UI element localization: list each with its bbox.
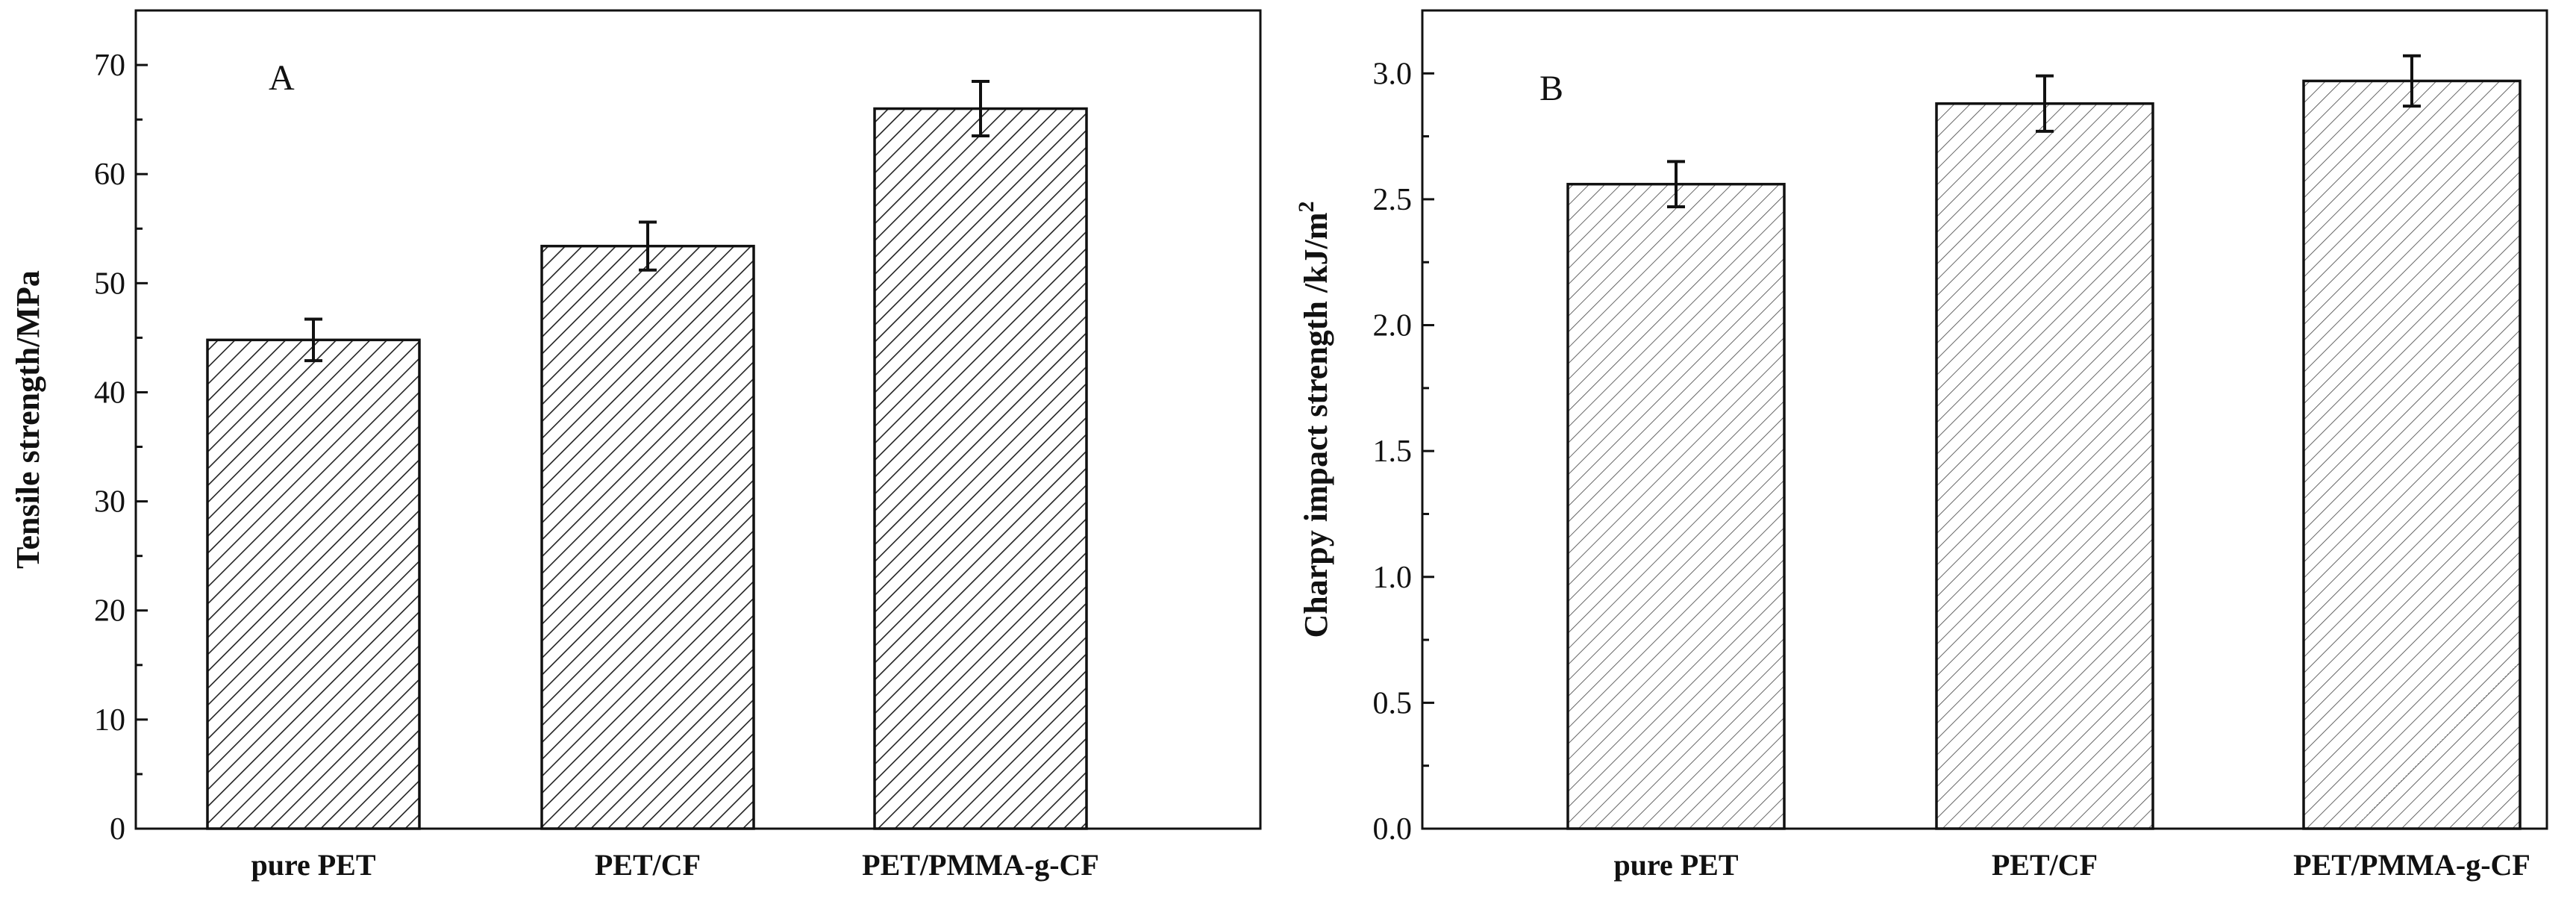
panel-a-y-axis-title: Tensile strength/MPa xyxy=(10,270,46,569)
panel-a-y-tick-label: 30 xyxy=(94,485,125,520)
panel-a-y-tick-label: 20 xyxy=(94,594,125,629)
panel-b-bar xyxy=(1935,102,2154,830)
panel-b-error-bars xyxy=(1667,54,2421,209)
panel-a-error-bars xyxy=(304,79,990,363)
panel-b-bar xyxy=(2302,79,2522,830)
panel-b-bar xyxy=(1566,182,1786,830)
panel-a-label: A xyxy=(269,58,295,98)
panel-a-y-tick-label: 10 xyxy=(94,703,125,738)
panel-a-error-bar xyxy=(304,317,322,363)
panel-b-y-tick-label: 0.0 xyxy=(1373,812,1413,847)
panel-a-x-axis-labels: pure PET PET/CF PET/PMMA-g-CF xyxy=(251,848,1098,882)
panel-a-y-tick-label: 40 xyxy=(94,376,125,410)
panel-b-error-bar xyxy=(2036,74,2054,133)
panel-a-y-tick-label: 50 xyxy=(94,267,125,301)
panel-b-y-axis-title: Charpy impact strength /kJ/m2 xyxy=(1294,202,1334,638)
panel-a-bar xyxy=(873,107,1088,830)
panel-b-error-bar xyxy=(1667,160,1685,209)
panel-b-label: B xyxy=(1539,69,1563,108)
panel-a-y-axis-ticks: 0 10 20 30 40 50 60 70 xyxy=(94,49,148,847)
panel-b-y-tick-label: 1.5 xyxy=(1373,434,1413,469)
panel-a-error-bar xyxy=(972,79,990,138)
panel-b-error-bar xyxy=(2403,54,2421,108)
panel-a-error-bar xyxy=(639,220,657,272)
panel-b-y-axis-ticks: 0.0 0.5 1.0 1.5 2.0 2.5 3.0 xyxy=(1373,57,1434,847)
panel-b-category-label: PET/CF xyxy=(1992,848,2098,882)
panel-a-category-label: pure PET xyxy=(251,848,375,882)
panel-b-y-tick-label: 2.0 xyxy=(1373,309,1413,343)
panel-b-y-tick-label: 1.0 xyxy=(1373,561,1413,595)
panel-b-y-tick-label: 3.0 xyxy=(1373,57,1413,91)
panel-a-bar xyxy=(206,338,421,830)
panel-a-y-tick-label: 70 xyxy=(94,49,125,83)
panel-b-x-axis-labels: pure PET PET/CF PET/PMMA-g-CF xyxy=(1613,848,2530,882)
panel-a-tensile-chart: 0 10 20 30 40 50 60 70 pure PET PET/CF PET/PMMA-g… xyxy=(10,9,1262,882)
panel-b-bars xyxy=(1566,79,2522,830)
panel-a-bar xyxy=(540,244,755,830)
panel-a-category-label: PET/CF xyxy=(595,848,701,882)
panel-a-y-tick-label: 0 xyxy=(110,812,125,847)
panel-a-category-label: PET/PMMA-g-CF xyxy=(862,848,1099,882)
panel-b-category-label: PET/PMMA-g-CF xyxy=(2293,848,2530,882)
panel-b-impact-chart: 0.0 0.5 1.0 1.5 2.0 2.5 3.0 pure PET PET/CF PET/… xyxy=(1294,9,2548,882)
panel-a-bars xyxy=(206,107,1088,830)
panel-b-y-tick-label: 0.5 xyxy=(1373,686,1413,720)
panel-b-y-axis-title-main: Charpy impact strength /kJ/m xyxy=(1298,213,1334,638)
panel-a-y-tick-label: 60 xyxy=(94,158,125,192)
panel-b-y-tick-label: 2.5 xyxy=(1373,183,1413,217)
panel-b-category-label: pure PET xyxy=(1613,848,1738,882)
panel-b-y-axis-title-superscript: 2 xyxy=(1294,202,1319,213)
